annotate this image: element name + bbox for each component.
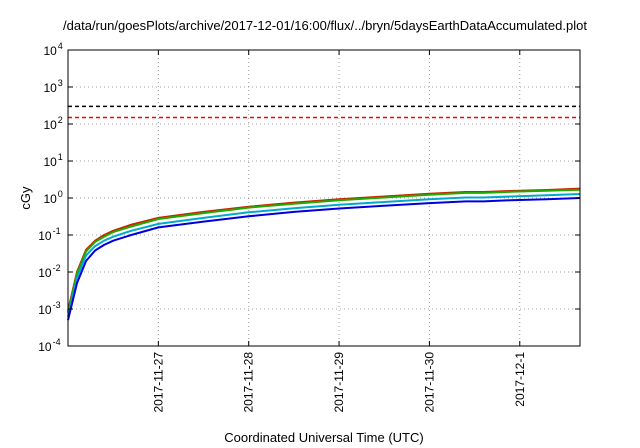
y-tick-label: 102 [43, 115, 62, 132]
grid-layer [68, 50, 580, 346]
x-tick-label: 2017-11-30 [422, 352, 436, 413]
y-tick-exponent: 2 [58, 115, 63, 125]
y-axis-label: cGy [18, 186, 33, 210]
x-tick-label: 2017-11-29 [332, 352, 346, 413]
y-tick-label: 103 [43, 78, 62, 95]
y-tick-exponent: 4 [58, 41, 63, 51]
y-tick-label: 10-3 [38, 300, 60, 317]
chart-title: /data/run/goesPlots/archive/2017-12-01/1… [63, 18, 587, 33]
y-tick-exponent: -1 [53, 226, 61, 236]
y-tick-label: 100 [43, 189, 62, 206]
y-tick-exponent: 3 [58, 78, 63, 88]
y-tick-label: 101 [43, 152, 62, 169]
x-tick-label: 2017-11-27 [151, 352, 165, 413]
y-tick-label: 10-4 [38, 337, 60, 354]
series-line [67, 193, 581, 318]
y-tick-exponent: -2 [53, 263, 61, 273]
series-line [67, 187, 581, 311]
y-tick-label: 10-1 [38, 226, 60, 243]
y-tick-label: 104 [43, 41, 62, 58]
y-tick-exponent: 1 [58, 152, 63, 162]
series-line [67, 188, 581, 313]
threshold-lines [68, 105, 580, 119]
y-tick-label: 10-2 [38, 263, 60, 280]
x-tick-label: 2017-11-28 [242, 352, 256, 413]
x-axis-label: Coordinated Universal Time (UTC) [224, 430, 423, 445]
y-tick-exponent: -3 [53, 300, 61, 310]
x-axis-ticks: 2017-11-27 2017-11-28 2017-11-29 2017-11-30… [151, 50, 527, 413]
y-tick-exponent: -4 [53, 337, 61, 347]
y-tick-exponent: 0 [58, 189, 63, 199]
series-layer [67, 187, 581, 321]
series-line [67, 197, 581, 321]
x-tick-label: 2017-12-1 [513, 352, 527, 407]
